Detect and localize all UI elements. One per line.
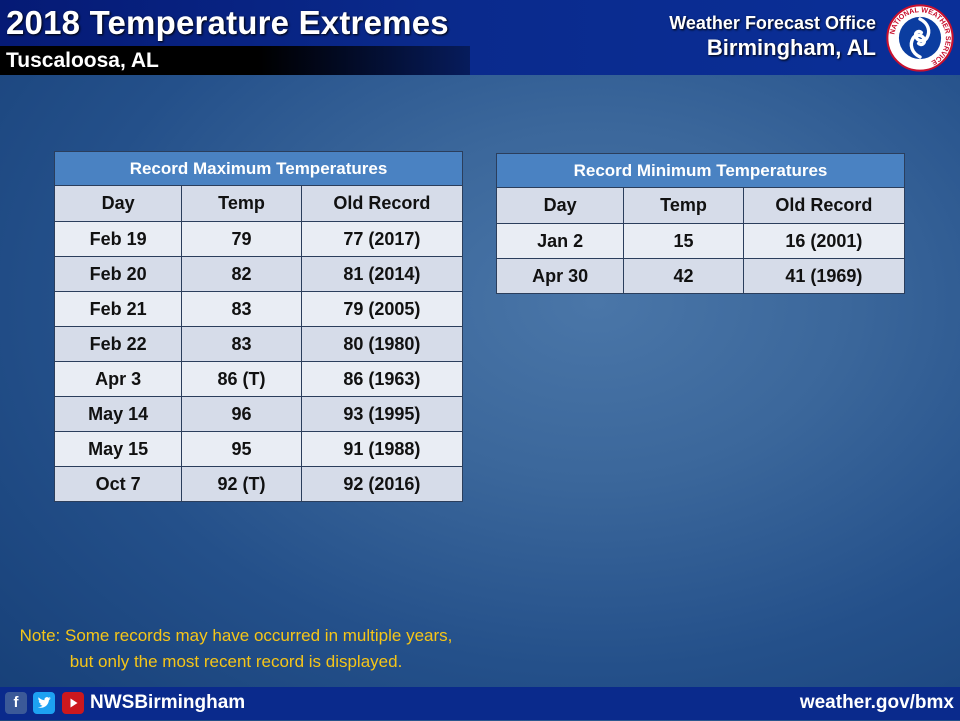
table-row: Feb 19 79 77 (2017) [53,221,464,257]
cell-day: Feb 20 [53,256,183,292]
column-header-temp: Temp [181,185,302,222]
youtube-icon[interactable] [62,692,84,714]
cell-temp: 83 [181,326,302,362]
social-handle[interactable]: NWSBirmingham [90,692,246,713]
facebook-icon[interactable]: f [5,692,27,714]
table-row: May 14 96 93 (1995) [53,396,464,432]
cell-temp: 96 [181,396,302,432]
record-min-caption: Record Minimum Temperatures [496,153,905,188]
column-header-temp: Temp [623,187,744,224]
record-max-table: Record Maximum Temperatures Day Temp Old… [53,151,464,502]
cell-old-record: 81 (2014) [300,256,464,292]
cell-day: Feb 21 [53,291,183,327]
cell-temp: 86 (T) [181,361,302,397]
location-subtitle: Tuscaloosa, AL [6,49,159,72]
table-row: Apr 30 42 41 (1969) [495,258,906,294]
cell-day: Jan 2 [495,223,625,259]
table-row: Jan 2 15 16 (2001) [495,223,906,259]
column-header-old-record: Old Record [300,185,464,222]
table-header-row: Day Temp Old Record [53,185,464,222]
cell-old-record: 80 (1980) [300,326,464,362]
page-title: 2018 Temperature Extremes [6,4,449,41]
office-line-1: Weather Forecast Office [669,13,876,33]
footer-bar [0,687,960,720]
cell-day: Feb 19 [53,221,183,257]
cell-day: Apr 3 [53,361,183,397]
table-row: Feb 21 83 79 (2005) [53,291,464,327]
cell-old-record: 92 (2016) [300,466,464,502]
cell-old-record: 16 (2001) [742,223,906,259]
nws-logo-icon: NATIONAL WEATHER SERVICE [886,4,954,72]
record-min-table: Record Minimum Temperatures Day Temp Old… [495,153,906,294]
record-max-caption: Record Maximum Temperatures [54,151,463,186]
twitter-icon[interactable] [33,692,55,714]
cell-temp: 83 [181,291,302,327]
cell-day: Feb 22 [53,326,183,362]
column-header-day: Day [495,187,625,224]
subtitle-bar [0,46,470,75]
cell-temp: 15 [623,223,744,259]
cell-old-record: 77 (2017) [300,221,464,257]
cell-temp: 79 [181,221,302,257]
cell-temp: 95 [181,431,302,467]
cell-day: Oct 7 [53,466,183,502]
cell-old-record: 86 (1963) [300,361,464,397]
cell-day: May 15 [53,431,183,467]
cell-temp: 42 [623,258,744,294]
column-header-day: Day [53,185,183,222]
column-header-old-record: Old Record [742,187,906,224]
table-row: May 15 95 91 (1988) [53,431,464,467]
cell-temp: 82 [181,256,302,292]
table-row: Feb 22 83 80 (1980) [53,326,464,362]
table-row: Oct 7 92 (T) 92 (2016) [53,466,464,502]
cell-day: Apr 30 [495,258,625,294]
footnote: Note: Some records may have occurred in … [19,626,453,671]
cell-old-record: 41 (1969) [742,258,906,294]
table-row: Feb 20 82 81 (2014) [53,256,464,292]
office-line-2: Birmingham, AL [706,35,876,60]
website-link[interactable]: weather.gov/bmx [799,692,954,713]
table-header-row: Day Temp Old Record [495,187,906,224]
cell-old-record: 91 (1988) [300,431,464,467]
cell-old-record: 93 (1995) [300,396,464,432]
cell-temp: 92 (T) [181,466,302,502]
table-row: Apr 3 86 (T) 86 (1963) [53,361,464,397]
cell-old-record: 79 (2005) [300,291,464,327]
cell-day: May 14 [53,396,183,432]
office-name: Weather Forecast Office Birmingham, AL [669,13,876,61]
